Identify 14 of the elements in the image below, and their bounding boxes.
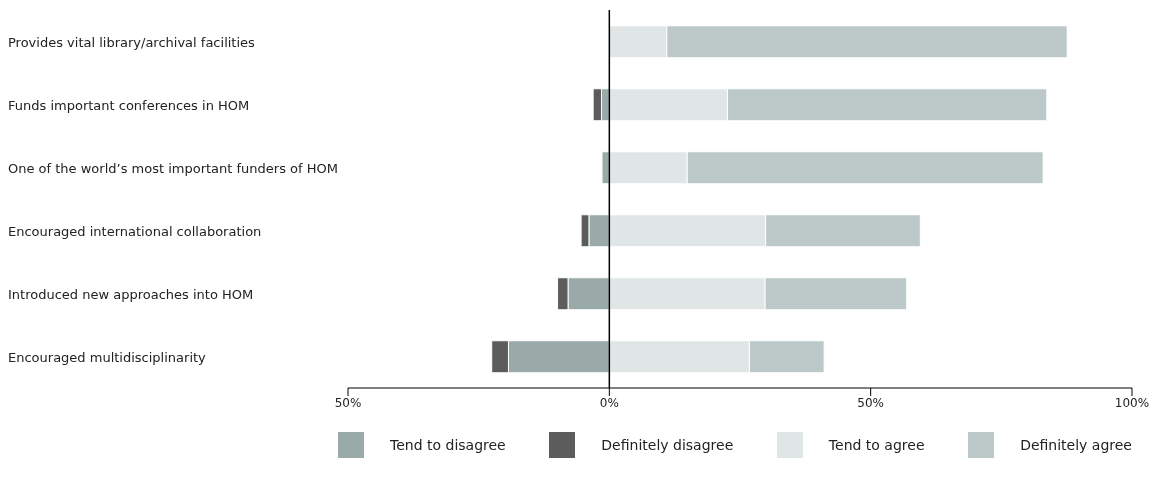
y-tick-label: Introduced new approaches into HOM: [8, 286, 254, 302]
legend-label: Definitely agree: [1020, 437, 1132, 453]
legend-label: Definitely disagree: [601, 437, 734, 453]
x-tick-label: 100%: [1114, 395, 1150, 410]
y-tick-label: Encouraged international collaboration: [8, 223, 262, 239]
y-tick-label: Funds important conferences in HOM: [8, 97, 250, 113]
x-tick-label: 50%: [334, 395, 362, 410]
legend-label: Tend to disagree: [390, 437, 506, 453]
y-tick-label: Encouraged multidisciplinarity: [8, 349, 207, 365]
x-tick-label: 0%: [599, 395, 619, 410]
legend-label: Tend to agree: [828, 437, 925, 453]
y-tick-label: One of the world’s most important funders of HOM: [8, 160, 338, 176]
x-tick-label: 50%: [857, 395, 884, 410]
y-tick-label: Provides vital library/archival facilities: [8, 34, 256, 50]
